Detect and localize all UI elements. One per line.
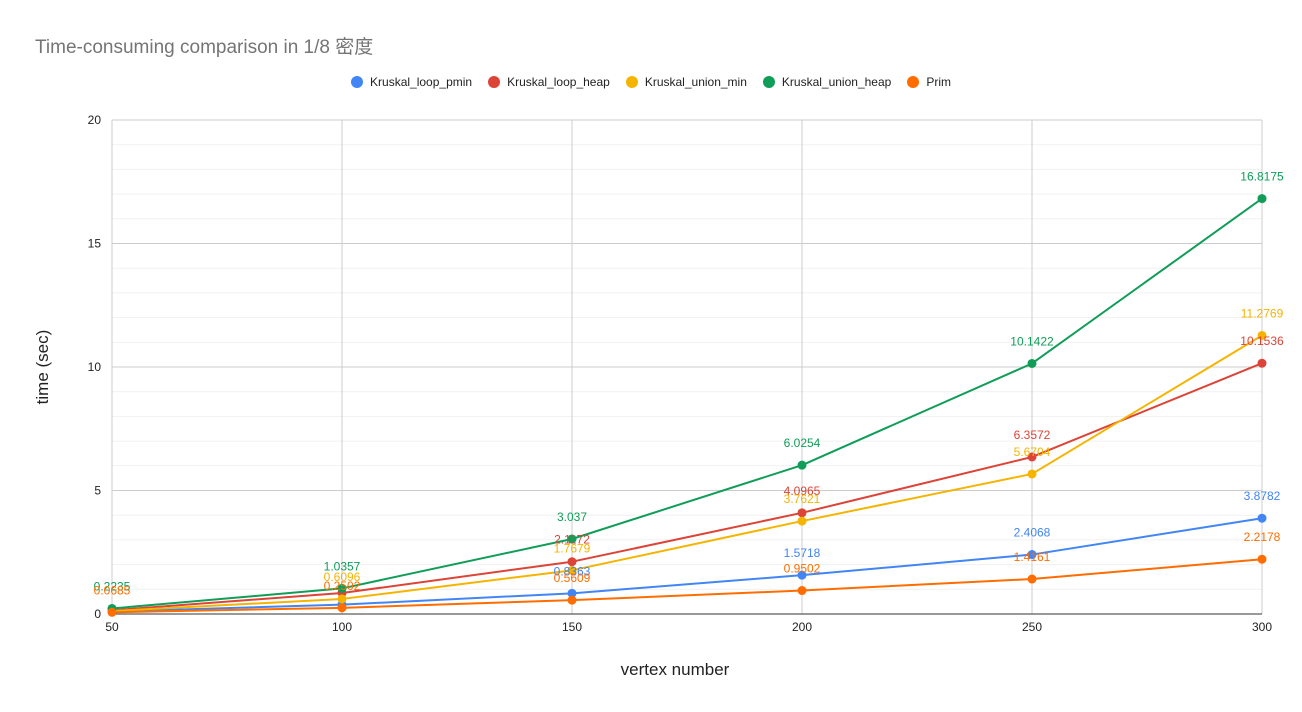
data-point xyxy=(567,588,577,598)
data-point xyxy=(797,508,807,518)
legend-dot-icon xyxy=(907,76,920,88)
data-label: 0.2235 xyxy=(94,579,131,593)
data-label: 4.0965 xyxy=(784,484,821,498)
data-label: 1.4161 xyxy=(1014,550,1051,564)
legend-dot-icon xyxy=(625,76,638,88)
series-line xyxy=(111,197,1263,610)
data-label: 5.6704 xyxy=(1014,445,1051,459)
x-tick-label: 250 xyxy=(1022,620,1042,634)
series-line xyxy=(111,517,1263,613)
legend-label: Kruskal_loop_pmin xyxy=(370,75,473,89)
data-point xyxy=(797,460,807,470)
data-point xyxy=(567,565,577,575)
data-point xyxy=(337,583,347,593)
data-point xyxy=(337,594,347,604)
data-point xyxy=(107,607,117,617)
y-tick-label: 15 xyxy=(88,237,102,251)
data-label: 0.0685 xyxy=(94,583,131,597)
data-point xyxy=(797,586,807,596)
data-point xyxy=(567,557,577,567)
data-point xyxy=(1257,358,1267,368)
data-label: 11.2769 xyxy=(1241,306,1284,320)
data-label: 2.2178 xyxy=(1244,530,1281,544)
data-label: 3.8782 xyxy=(1244,489,1281,503)
data-label: 2.1172 xyxy=(554,533,590,547)
data-point xyxy=(1027,452,1037,462)
data-label: 16.8175 xyxy=(1240,170,1284,184)
data-label: 10.1536 xyxy=(1240,334,1284,348)
legend-dot-icon xyxy=(762,76,775,88)
data-label: 0.9502 xyxy=(784,562,821,576)
legend: Kruskal_loop_pmin Kruskal_loop_heap Kruska… xyxy=(0,75,1302,89)
legend-label: Kruskal_union_heap xyxy=(781,75,892,89)
series-line xyxy=(111,558,1263,614)
legend-item: Prim xyxy=(907,75,951,89)
legend-item: Kruskal_union_heap xyxy=(762,75,892,89)
legend-dot-icon xyxy=(488,76,501,88)
data-label: 0.6096 xyxy=(324,570,361,584)
data-label: 1.7679 xyxy=(554,541,591,555)
data-label: 3.7621 xyxy=(784,492,821,506)
data-label: 6.0254 xyxy=(784,436,821,450)
x-axis-title: vertex number xyxy=(621,660,730,679)
data-point xyxy=(337,603,347,613)
legend-label: Prim xyxy=(926,75,951,89)
y-tick-label: 10 xyxy=(88,360,102,374)
data-label: 1.5718 xyxy=(784,546,821,560)
data-point xyxy=(1027,550,1037,560)
x-tick-label: 200 xyxy=(792,620,812,634)
data-point xyxy=(797,516,807,526)
legend-item: Kruskal_loop_heap xyxy=(488,75,610,89)
data-point xyxy=(1257,330,1267,340)
legend-label: Kruskal_loop_heap xyxy=(507,75,610,89)
data-point xyxy=(797,570,807,580)
x-tick-label: 150 xyxy=(562,620,582,634)
data-point xyxy=(1257,513,1267,523)
data-label: 0.2502 xyxy=(324,579,361,593)
data-label: 2.4068 xyxy=(1014,526,1051,540)
data-label: 10.1422 xyxy=(1010,334,1054,348)
legend-dot-icon xyxy=(351,76,364,88)
legend-item: Kruskal_loop_pmin xyxy=(351,75,472,89)
data-label: 1.0357 xyxy=(324,559,361,573)
data-label: 3.037 xyxy=(557,510,587,524)
y-tick-label: 5 xyxy=(94,484,101,498)
data-label: 6.3572 xyxy=(1014,428,1051,442)
data-label: 0.8363 xyxy=(554,564,591,578)
legend-label: Kruskal_union_min xyxy=(644,75,747,89)
data-point xyxy=(1027,574,1037,584)
data-point xyxy=(1027,358,1037,368)
y-tick-label: 0 xyxy=(94,607,101,621)
chart-title: Time-consuming comparison in 1/8 密度 xyxy=(35,37,374,58)
legend-item: Kruskal_union_min xyxy=(625,75,747,89)
x-tick-label: 300 xyxy=(1252,620,1272,634)
data-point xyxy=(567,534,577,544)
data-point xyxy=(1257,194,1267,204)
data-label: 0.5609 xyxy=(554,571,591,585)
y-axis-title: time (sec) xyxy=(33,330,52,405)
series-line xyxy=(111,334,1263,613)
data-point xyxy=(1257,554,1267,564)
y-tick-label: 20 xyxy=(88,113,102,127)
x-tick-label: 50 xyxy=(105,620,119,634)
x-tick-label: 100 xyxy=(332,620,352,634)
series-line xyxy=(111,362,1263,612)
data-point xyxy=(567,595,577,605)
data-point xyxy=(1027,469,1037,479)
